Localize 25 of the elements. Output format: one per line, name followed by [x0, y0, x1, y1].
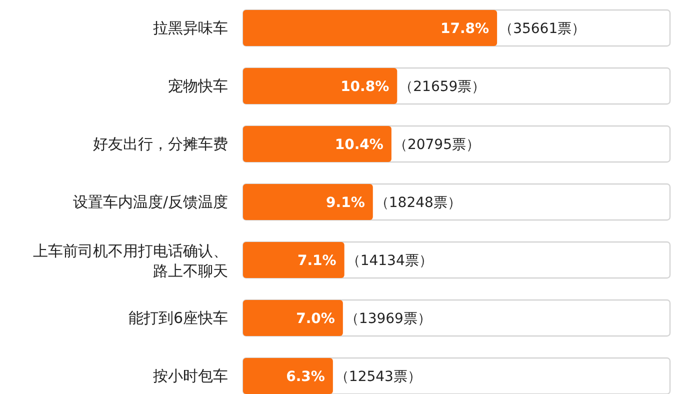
data-label: 6.3% [286, 369, 325, 385]
data-label: 7.0% [296, 311, 335, 327]
y-tick-label: 宠物快车 [168, 77, 228, 95]
y-tick-label: 设置车内温度/反馈温度 [72, 193, 228, 211]
annotation: （20795票） [393, 137, 480, 153]
annotation: （35661票） [499, 21, 586, 37]
data-label: 10.4% [334, 137, 384, 153]
data-label: 17.8% [440, 21, 490, 37]
bar [243, 184, 373, 220]
annotation: （12543票） [334, 369, 422, 385]
bar [243, 300, 343, 336]
data-label: 7.1% [298, 253, 336, 269]
y-tick-label: 好友出行，分摊车费 [93, 135, 228, 153]
annotation: （21659票） [399, 79, 486, 95]
bar [243, 242, 344, 278]
y-tick-label: 拉黑异味车 [153, 19, 228, 37]
data-label: 9.1% [326, 195, 365, 211]
bar [243, 358, 333, 394]
y-tick-label: 上车前司机不用打电话确认、路上不聊天 [33, 242, 228, 280]
y-tick-label: 能打到6座快车 [128, 309, 228, 327]
annotation: （13969票） [344, 311, 432, 327]
data-label: 10.8% [340, 79, 390, 95]
annotation: （18248票） [374, 195, 462, 211]
y-tick-label: 按小时包车 [153, 367, 228, 385]
annotation: （14134票） [346, 253, 433, 269]
